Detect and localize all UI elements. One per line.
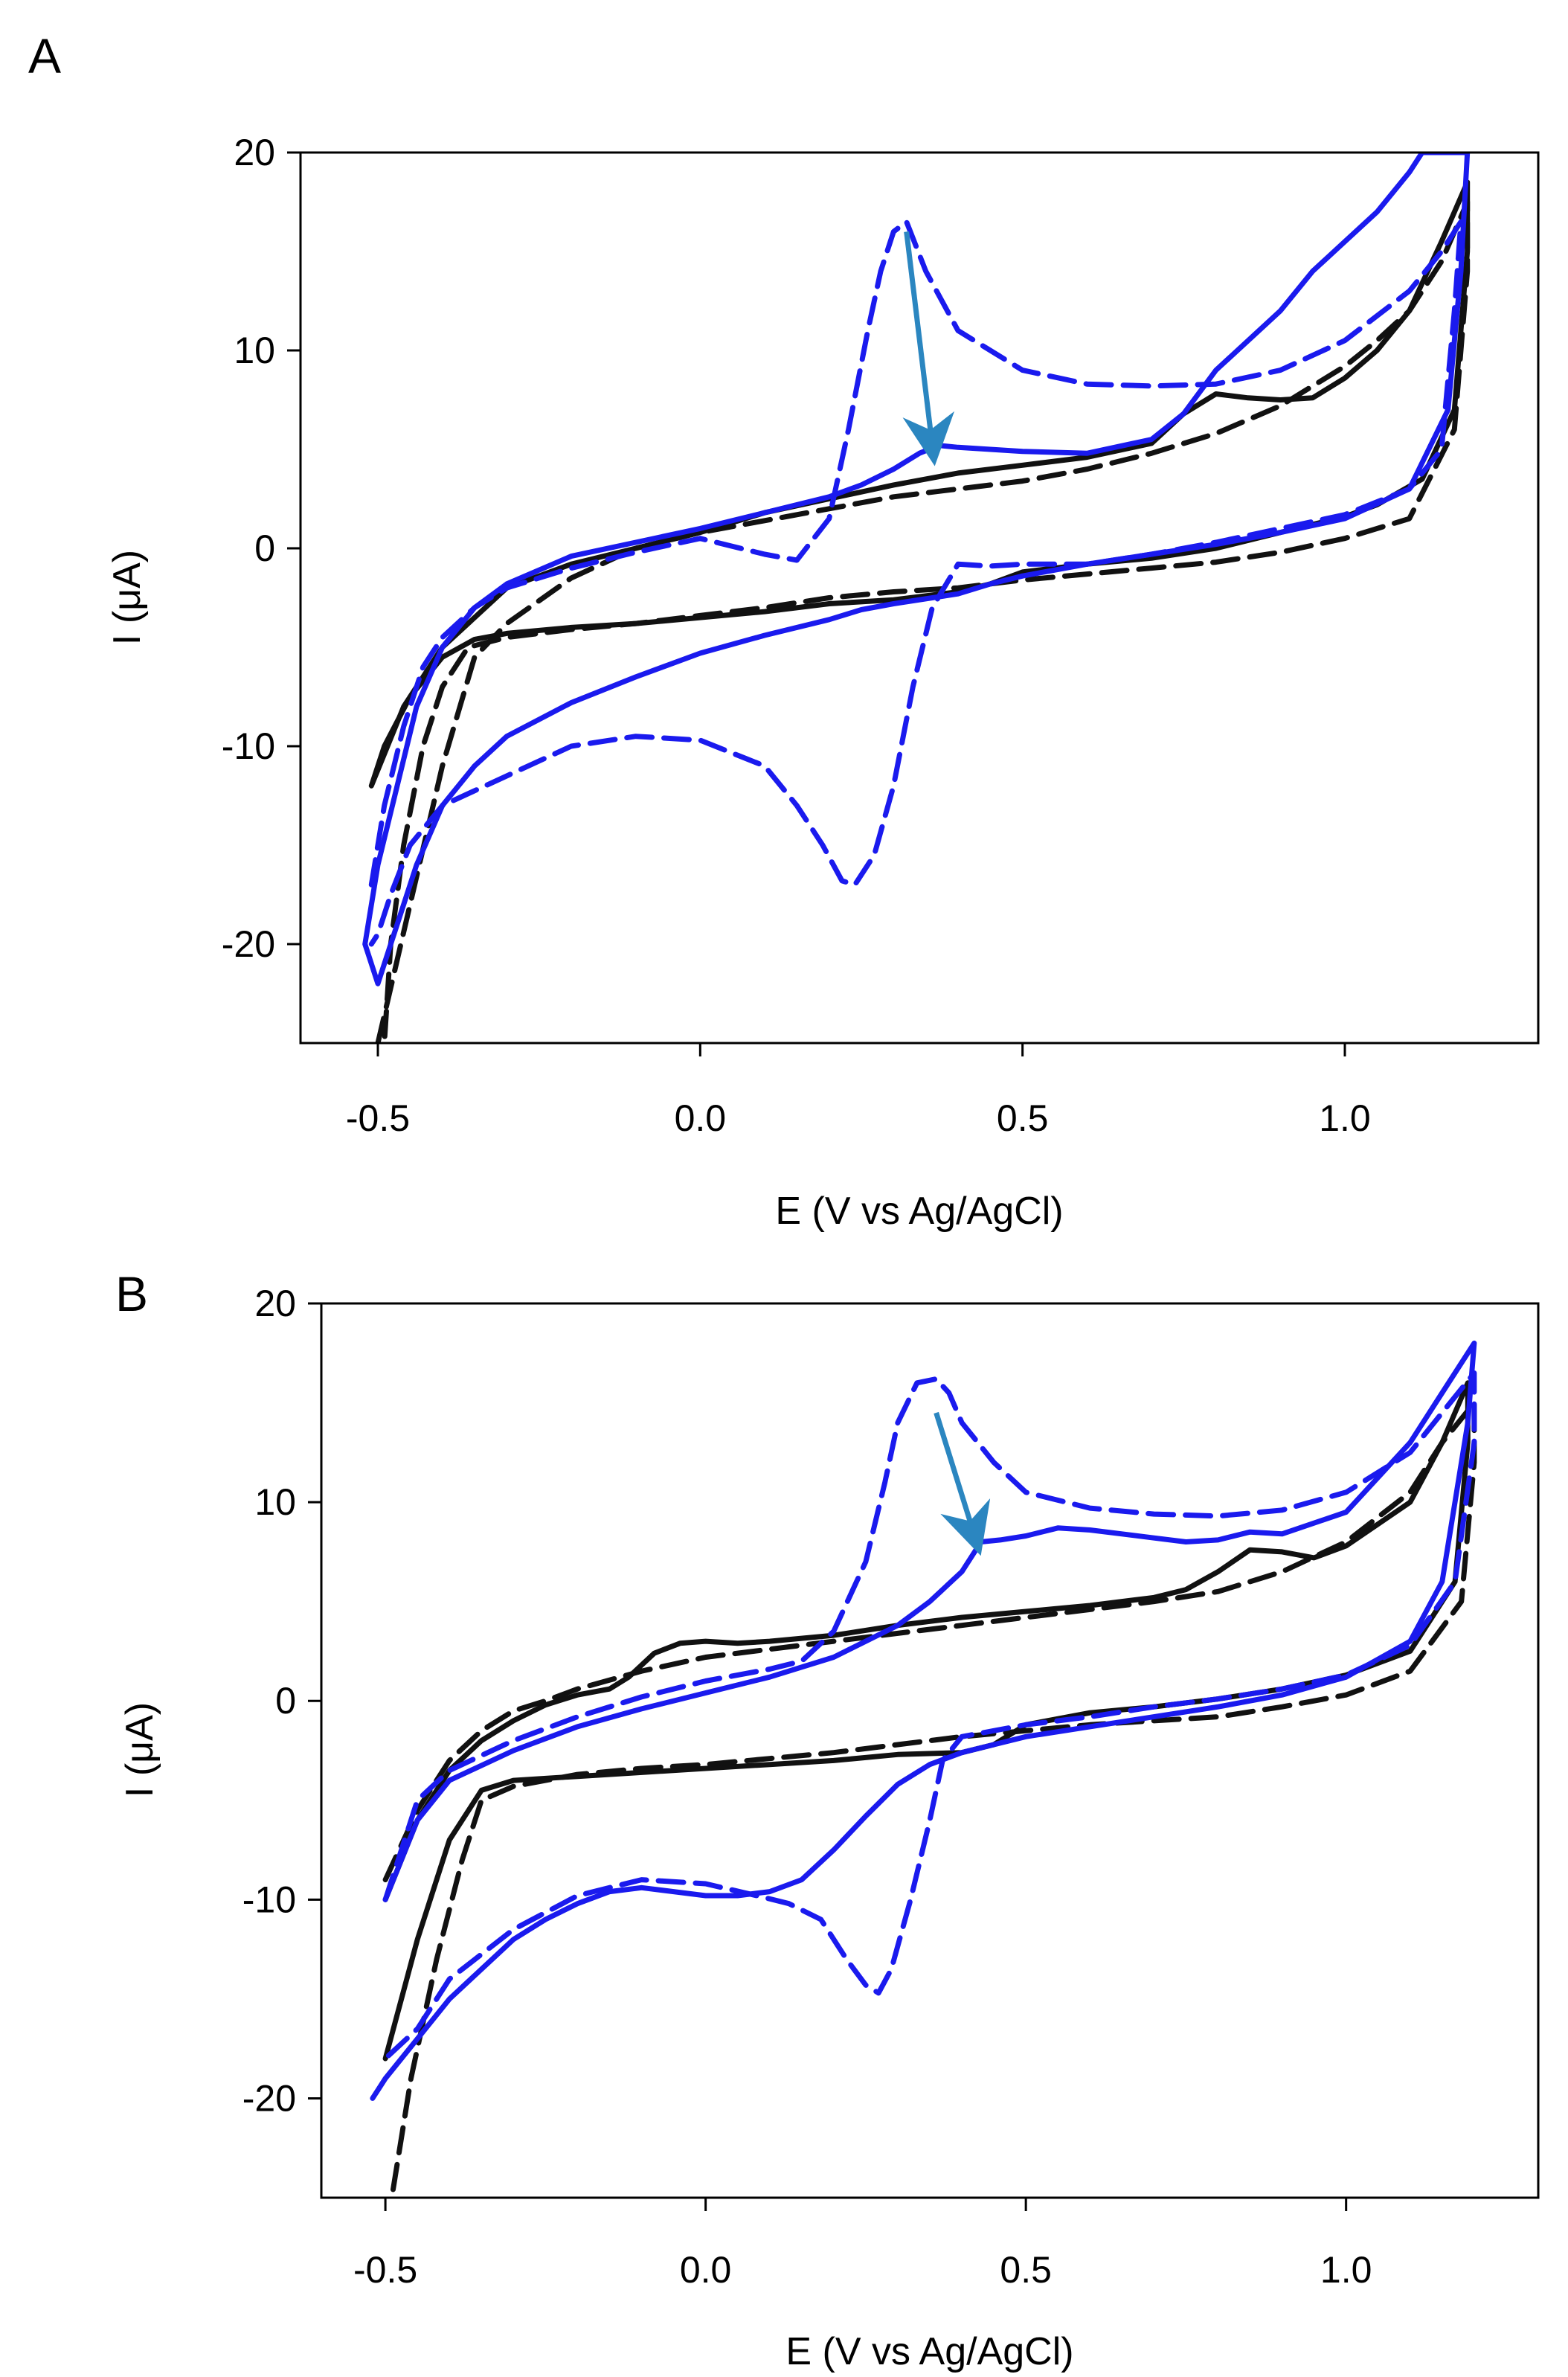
x-tick-label: 1.0	[1320, 2249, 1372, 2291]
panel-b-traces	[370, 1340, 1477, 2198]
trace-blue-solid	[362, 153, 1471, 987]
x-tick-label: 0.0	[675, 1097, 727, 1139]
x-tick-label: 0.5	[1000, 2249, 1052, 2291]
y-tick-label: -20	[242, 2077, 296, 2119]
y-tick-label: -10	[222, 725, 275, 767]
x-tick-label: 1.0	[1319, 1097, 1371, 1139]
y-tick-label: -10	[242, 1879, 296, 1920]
trace-blue-dashed	[368, 219, 1464, 947]
x-axis-title: E (V vs Ag/AgCl)	[775, 1190, 1063, 1233]
y-tick-label: 10	[254, 1481, 296, 1523]
trace-black-dashed	[382, 1400, 1477, 2198]
x-tick-label: -0.5	[353, 2249, 417, 2291]
y-tick-label: 20	[234, 132, 275, 173]
plot-frame	[320, 1302, 1540, 2199]
panel-a-ticks: -0.5 0.0 0.5 1.0 20 10 0 -10 -20	[222, 132, 1371, 1139]
annotation-arrow	[934, 1411, 991, 1556]
x-axis-title: E (V vs Ag/AgCl)	[785, 2330, 1073, 2373]
trace-blue-dashed	[382, 1370, 1477, 2062]
y-axis-title: I (μA)	[118, 1702, 161, 1797]
trace-black-dashed	[375, 199, 1471, 1043]
y-axis-title: I (μA)	[106, 550, 149, 645]
panel-b-ticks: -0.5 0.0 0.5 1.0 20 10 0 -10 -20	[242, 1283, 1372, 2291]
y-tick-label: 20	[254, 1283, 296, 1324]
panel-a-traces	[362, 153, 1471, 1043]
y-tick-label: 0	[275, 1680, 296, 1722]
x-tick-label: 0.5	[997, 1097, 1049, 1139]
panel-label: B	[115, 1266, 148, 1321]
trace-blue-solid	[370, 1340, 1477, 2101]
panel-a: A -0.5 0.0 0.5 1.0 20 10 0 -10 -20 E (V vs Ag/Ag…	[28, 28, 1540, 1233]
y-tick-label: 10	[234, 330, 275, 371]
x-tick-label: -0.5	[346, 1097, 410, 1139]
plot-frame	[299, 151, 1540, 1045]
y-tick-label: -20	[222, 923, 275, 965]
panel-label: A	[28, 28, 61, 83]
annotation-arrow	[902, 231, 955, 466]
y-tick-label: 0	[254, 527, 275, 569]
panel-b: B -0.5 0.0 0.5 1.0 20 10 0 -10 -20 E (V vs Ag/Ag…	[115, 1266, 1540, 2373]
trace-black-solid	[368, 179, 1471, 789]
x-tick-label: 0.0	[680, 2249, 732, 2291]
trace-black-solid	[382, 1380, 1471, 2062]
